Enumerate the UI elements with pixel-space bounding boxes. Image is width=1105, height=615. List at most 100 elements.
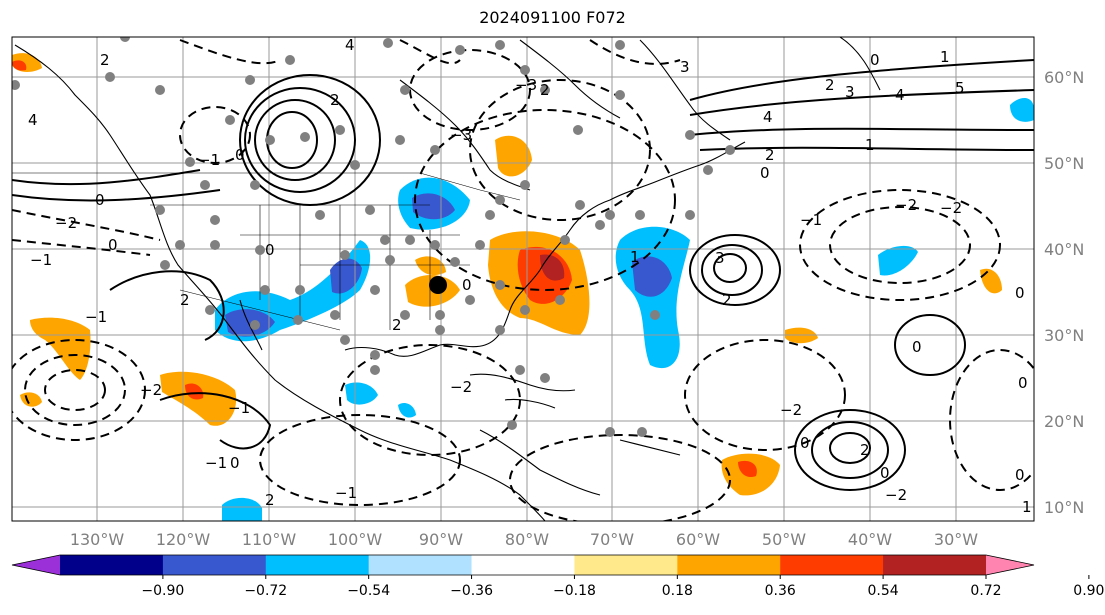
svg-text:−2: −2 <box>140 381 162 399</box>
svg-text:4: 4 <box>345 36 355 54</box>
svg-text:0: 0 <box>95 191 105 209</box>
colorbar-segment <box>60 555 164 575</box>
svg-text:−2: −2 <box>895 196 917 214</box>
svg-text:2: 2 <box>825 76 835 94</box>
svg-text:−1: −1 <box>85 308 107 326</box>
svg-text:0: 0 <box>1015 466 1025 484</box>
svg-text:0: 0 <box>880 464 890 482</box>
anomaly-shading <box>12 53 1034 521</box>
svg-text:0: 0 <box>760 164 770 182</box>
colorbar-tick-label: 0.90 <box>1073 583 1104 599</box>
colorbar-tick-label: −0.72 <box>244 583 287 599</box>
svg-text:0: 0 <box>230 454 240 472</box>
svg-text:0: 0 <box>235 146 245 164</box>
lon-label: 60°W <box>676 530 720 549</box>
colorbar: −0.90 −0.72 −0.54 −0.36 −0.18 0.18 0.36 0.54 0.7… <box>11 554 1104 599</box>
colorbar-tick-label: −0.90 <box>141 583 184 599</box>
colorbar-tick-label: −0.54 <box>347 583 390 599</box>
colorbar-segment <box>368 555 473 575</box>
plot-title: 2024091100 F072 <box>479 8 626 27</box>
lat-label: 30°N <box>1044 326 1084 345</box>
colorbar-segment <box>574 555 678 575</box>
observation-points <box>12 37 735 437</box>
svg-text:−1: −1 <box>30 251 52 269</box>
lon-label: 130°W <box>70 530 125 549</box>
svg-text:−1: −1 <box>205 454 227 472</box>
lat-label: 60°N <box>1044 68 1084 87</box>
svg-text:0: 0 <box>870 51 880 69</box>
lon-label: 90°W <box>419 530 463 549</box>
svg-text:1: 1 <box>1022 498 1032 516</box>
colorbar-segment <box>677 555 781 575</box>
lon-label: 50°W <box>762 530 806 549</box>
graticule <box>12 37 1034 521</box>
svg-text:5: 5 <box>955 79 965 97</box>
svg-text:−2: −2 <box>55 214 77 232</box>
colorbar-segment <box>471 555 575 575</box>
svg-text:−2: −2 <box>885 486 907 504</box>
svg-text:2: 2 <box>722 291 732 309</box>
svg-text:0: 0 <box>1018 374 1028 392</box>
coastlines <box>14 37 881 521</box>
colorbar-segment <box>265 555 370 575</box>
lon-label: 70°W <box>590 530 634 549</box>
colorbar-segment <box>162 555 267 575</box>
svg-text:2: 2 <box>540 81 550 99</box>
svg-text:4: 4 <box>895 86 905 104</box>
svg-text:−1: −1 <box>335 484 357 502</box>
svg-text:3: 3 <box>845 83 855 101</box>
colorbar-tick-label: −0.18 <box>553 583 596 599</box>
svg-text:0: 0 <box>912 338 922 356</box>
highlight-point <box>429 276 447 294</box>
contour-labels: 4 3 0 1 5 4 2 3 4 2 1 0 −1 −2 −2 3 2 1 0… <box>28 36 1032 516</box>
lon-label: 120°W <box>156 530 211 549</box>
svg-text:−2: −2 <box>940 199 962 217</box>
map-frame <box>11 36 1035 522</box>
svg-text:2: 2 <box>100 51 110 69</box>
svg-text:−1: −1 <box>228 399 250 417</box>
lat-label: 40°N <box>1044 240 1084 259</box>
svg-text:−2: −2 <box>450 378 472 396</box>
svg-text:−2: −2 <box>780 401 802 419</box>
svg-text:0: 0 <box>265 241 275 259</box>
lat-label: 20°N <box>1044 412 1084 431</box>
colorbar-tick-label: −0.36 <box>450 583 493 599</box>
svg-text:1: 1 <box>940 48 950 66</box>
svg-text:4: 4 <box>28 111 38 129</box>
svg-text:−3: −3 <box>515 76 537 94</box>
svg-text:−3: −3 <box>450 126 472 144</box>
svg-text:4: 4 <box>763 108 773 126</box>
colorbar-tick-label: 0.36 <box>765 583 796 599</box>
lon-label: 100°W <box>328 530 383 549</box>
svg-text:0: 0 <box>800 434 810 452</box>
lon-label: 80°W <box>505 530 549 549</box>
svg-text:2: 2 <box>765 146 775 164</box>
svg-text:2: 2 <box>392 316 402 334</box>
lon-label: 40°W <box>848 530 892 549</box>
colorbar-segment <box>883 555 987 575</box>
colorbar-tick-label: 0.54 <box>868 583 899 599</box>
latitude-labels: 60°N 50°N 40°N 30°N 20°N 10°N <box>1044 68 1084 517</box>
svg-text:2: 2 <box>330 91 340 109</box>
colorbar-tick-label: 0.18 <box>662 583 693 599</box>
colorbar-tick-label: 0.72 <box>970 583 1001 599</box>
longitude-labels: 130°W 120°W 110°W 100°W 90°W 80°W 70°W 6… <box>70 530 978 549</box>
colorbar-segment <box>780 555 884 575</box>
svg-text:2: 2 <box>860 441 870 459</box>
lat-label: 10°N <box>1044 498 1084 517</box>
svg-text:2: 2 <box>180 291 190 309</box>
svg-text:0: 0 <box>462 276 472 294</box>
lon-label: 110°W <box>242 530 297 549</box>
boundaries <box>12 172 521 331</box>
svg-text:1: 1 <box>630 248 640 266</box>
colorbar-extend-low <box>12 555 60 575</box>
colorbar-extend-high <box>986 555 1034 575</box>
svg-text:0: 0 <box>108 236 118 254</box>
svg-text:2: 2 <box>265 491 275 509</box>
lon-label: 30°W <box>934 530 978 549</box>
svg-text:3: 3 <box>715 249 725 267</box>
lat-label: 50°N <box>1044 154 1084 173</box>
svg-text:0: 0 <box>1015 284 1025 302</box>
svg-text:1: 1 <box>865 136 875 154</box>
